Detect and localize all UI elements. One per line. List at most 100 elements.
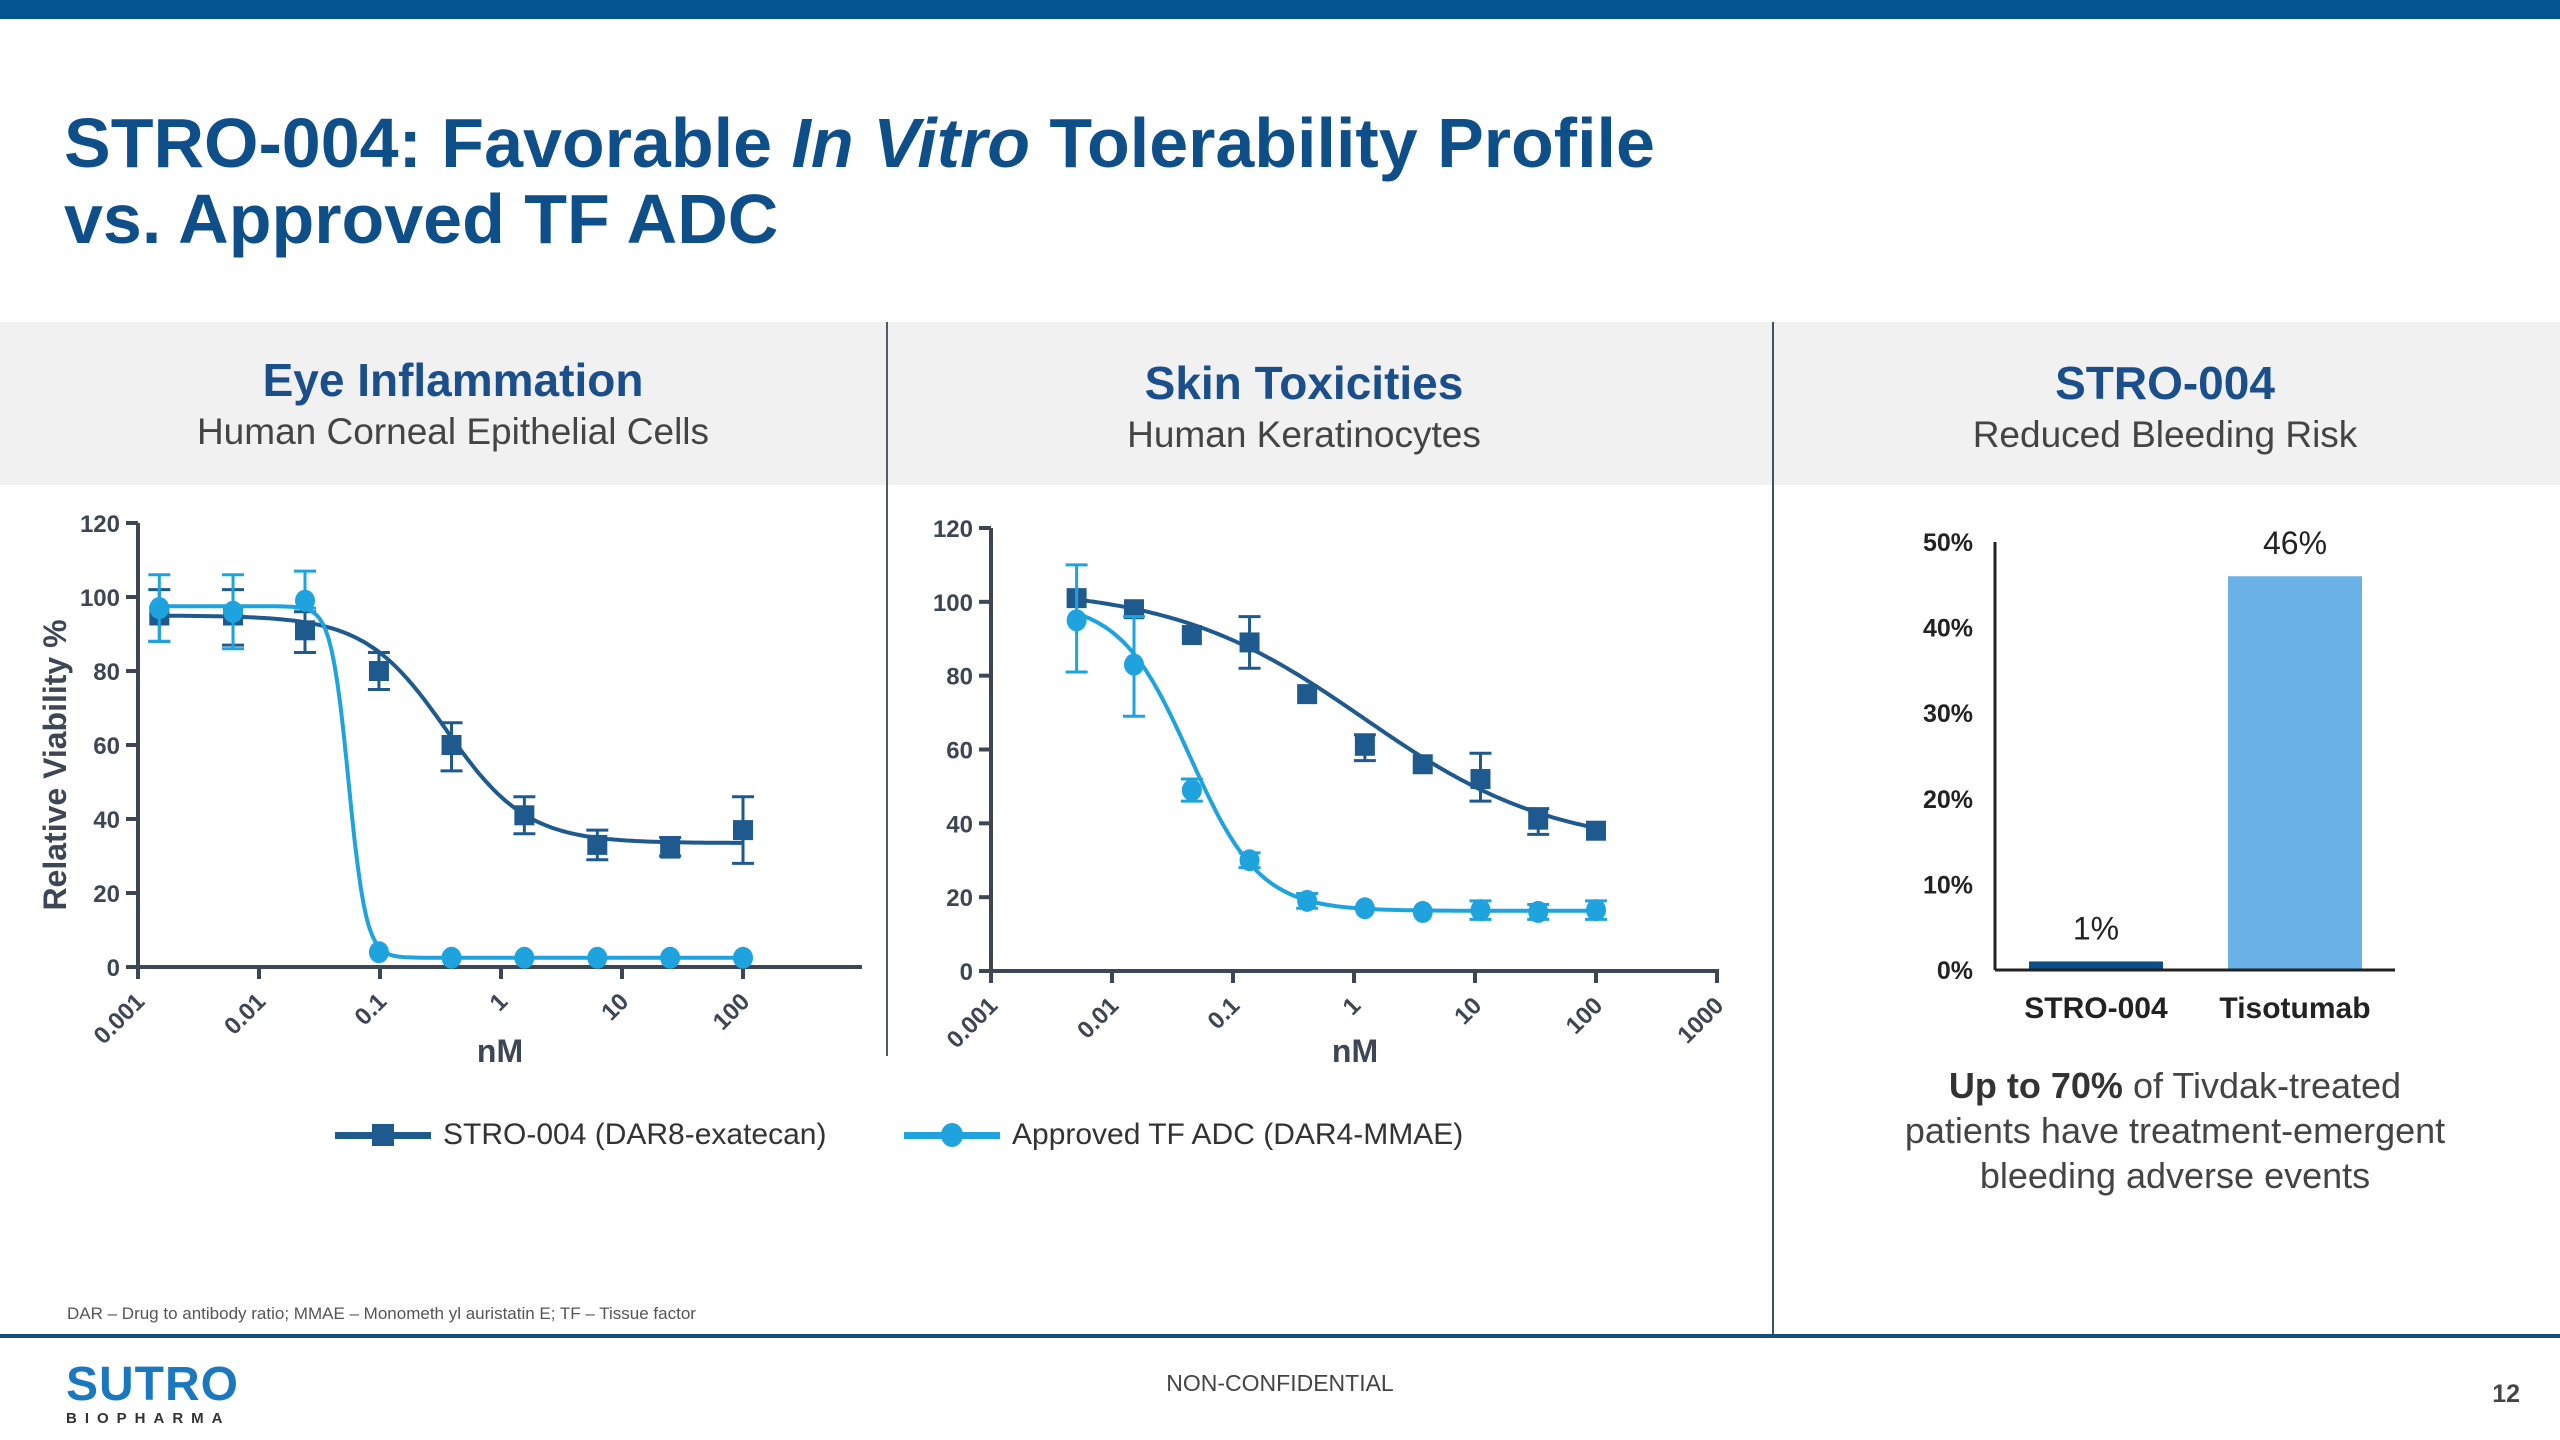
data-point-circle <box>1586 899 1606 922</box>
data-point-circle <box>295 589 316 612</box>
confidentiality-label: NON-CONFIDENTIAL <box>1166 1370 1394 1396</box>
y-tick-label: 40 <box>946 811 973 838</box>
logo-subtitle: BIOPHARMA <box>66 1410 231 1427</box>
series-tf-adc <box>1065 563 1607 923</box>
x-tick-label: 0.1 <box>1203 992 1246 1035</box>
data-point-circle <box>1066 609 1087 632</box>
footer-divider <box>0 1334 2560 1338</box>
data-point-square <box>441 735 462 755</box>
series-stro004 <box>1066 588 1606 841</box>
panel-divider-right <box>1772 322 1774 1336</box>
y-tick-label: 40 <box>93 807 120 834</box>
data-point-square <box>514 805 535 826</box>
fit-curve <box>1076 611 1596 913</box>
abbreviations-footnote: DAR – Drug to antibody ratio; MMAE – Mon… <box>67 1304 696 1323</box>
x-axis-title: nM <box>1332 1033 1378 1069</box>
data-point-square <box>295 620 316 641</box>
data-point-square <box>733 820 753 841</box>
note-highlight: Up to 70% <box>1948 1065 2123 1106</box>
data-point-square <box>1528 809 1549 830</box>
title-part2: Tolerability Profile <box>1029 104 1655 182</box>
legend-square-marker-icon <box>335 1115 431 1155</box>
panel-header-skin: Skin Toxicities Human Keratinocytes <box>864 355 1744 459</box>
title-italic: In Vitro <box>791 104 1030 182</box>
y-tick-label: 20 <box>946 885 973 912</box>
y-tick-label: 80 <box>946 664 973 691</box>
y-tick-label: 120 <box>80 511 120 538</box>
y-tick-label: 0 <box>107 955 120 982</box>
bar-y-tick-label: 50% <box>1923 529 1973 557</box>
chart-bleeding-risk: 0% 10% 20% 30% 40% 50% 1% STRO-004 46% Tisotumab <box>1923 525 2395 1025</box>
series-stro004 <box>148 588 754 865</box>
x-tick-label: 1 <box>1338 992 1367 1021</box>
x-tick-label: 100 <box>1561 992 1608 1039</box>
bar-value-label: 46% <box>2263 525 2327 561</box>
data-point-square <box>1239 632 1260 653</box>
note-line2: patients have treatment-emergent <box>1904 1110 2446 1151</box>
bar-y-tick-label: 10% <box>1923 871 1973 899</box>
fit-curve <box>159 604 743 960</box>
x-tick-label: 0.01 <box>1072 992 1124 1044</box>
data-point-square <box>1354 735 1375 756</box>
title-part1: STRO-004: Favorable <box>64 104 792 182</box>
y-tick-label: 20 <box>93 881 120 908</box>
data-point-circle <box>149 597 170 620</box>
x-tick-label: 0.01 <box>219 988 271 1040</box>
data-point-circle <box>1470 899 1491 922</box>
chart-eye-inflammation: 0 20 40 60 80 100 120 0.001 0.01 0.1 1 10 100 nM Relat… <box>37 511 862 1069</box>
y-tick-label: 80 <box>93 659 120 686</box>
panel-heading: STRO-004 <box>2055 357 2275 409</box>
chart-skin-toxicities: 0 20 40 60 80 100 120 0.001 0.01 0.1 1 10 100 1000 nM <box>933 516 1729 1069</box>
top-brand-bar <box>0 0 2560 19</box>
slide-title: STRO-004: Favorable In Vitro Tolerabilit… <box>64 105 1655 257</box>
bar-tisotumab <box>2228 576 2362 970</box>
bar-y-tick-label: 20% <box>1923 786 1973 814</box>
x-tick-label: 0.001 <box>942 992 1004 1054</box>
x-tick-label: 1 <box>485 988 514 1017</box>
data-point-circle <box>1181 779 1202 802</box>
panel-header-bleeding: STRO-004 Reduced Bleeding Risk <box>1725 355 2560 459</box>
y-tick-label: 60 <box>93 733 120 760</box>
y-axis-title: Relative Viability % <box>37 619 73 910</box>
x-tick-label: 0.001 <box>89 988 151 1050</box>
panel-header-band <box>0 322 2560 485</box>
x-tick-label: 10 <box>596 988 634 1026</box>
bar-y-tick-label: 0% <box>1937 957 1973 985</box>
y-tick-label: 100 <box>933 590 973 617</box>
data-point-circle <box>1297 889 1318 912</box>
y-tick-label: 60 <box>946 738 973 765</box>
data-point-circle <box>514 946 535 969</box>
data-point-circle <box>587 946 608 969</box>
data-point-circle <box>1412 900 1433 923</box>
x-tick-label: 10 <box>1449 992 1487 1030</box>
data-point-square <box>660 838 681 859</box>
data-point-circle <box>1124 653 1145 676</box>
legend-item-tf-adc: Approved TF ADC (DAR4-MMAE) <box>904 1115 1463 1155</box>
sutro-logo: SUTRO BIOPHARMA <box>66 1358 239 1428</box>
note-line3: bleeding adverse events <box>1979 1155 2371 1196</box>
data-point-square <box>1412 754 1433 775</box>
bar-y-tick-label: 30% <box>1923 700 1973 728</box>
legend-label: STRO-004 (DAR8-exatecan) <box>443 1118 827 1151</box>
panel-divider-left <box>886 322 888 1056</box>
fit-curve <box>1076 597 1597 830</box>
y-tick-label: 120 <box>933 516 973 543</box>
panel-subheading: Reduced Bleeding Risk <box>1972 414 2358 455</box>
bar-value-label: 1% <box>2073 910 2119 946</box>
data-point-square <box>368 661 389 681</box>
bar-stro-004 <box>2029 961 2163 970</box>
data-point-square <box>1586 820 1606 841</box>
legend-item-stro004: STRO-004 (DAR8-exatecan) <box>335 1115 826 1155</box>
x-tick-label: 100 <box>708 988 755 1035</box>
bar-y-tick-label: 40% <box>1923 615 1973 643</box>
data-point-square <box>1470 769 1491 790</box>
bar-category-label: STRO-004 <box>2024 992 2168 1025</box>
logo-wordmark: SUTRO <box>66 1358 239 1411</box>
x-tick-label: 0.1 <box>350 988 393 1031</box>
x-tick-label: 1000 <box>1672 992 1729 1049</box>
page-number: 12 <box>2492 1380 2520 1408</box>
title-line2: vs. Approved TF ADC <box>64 180 779 258</box>
data-point-circle <box>223 600 244 623</box>
data-point-circle <box>1528 900 1549 923</box>
